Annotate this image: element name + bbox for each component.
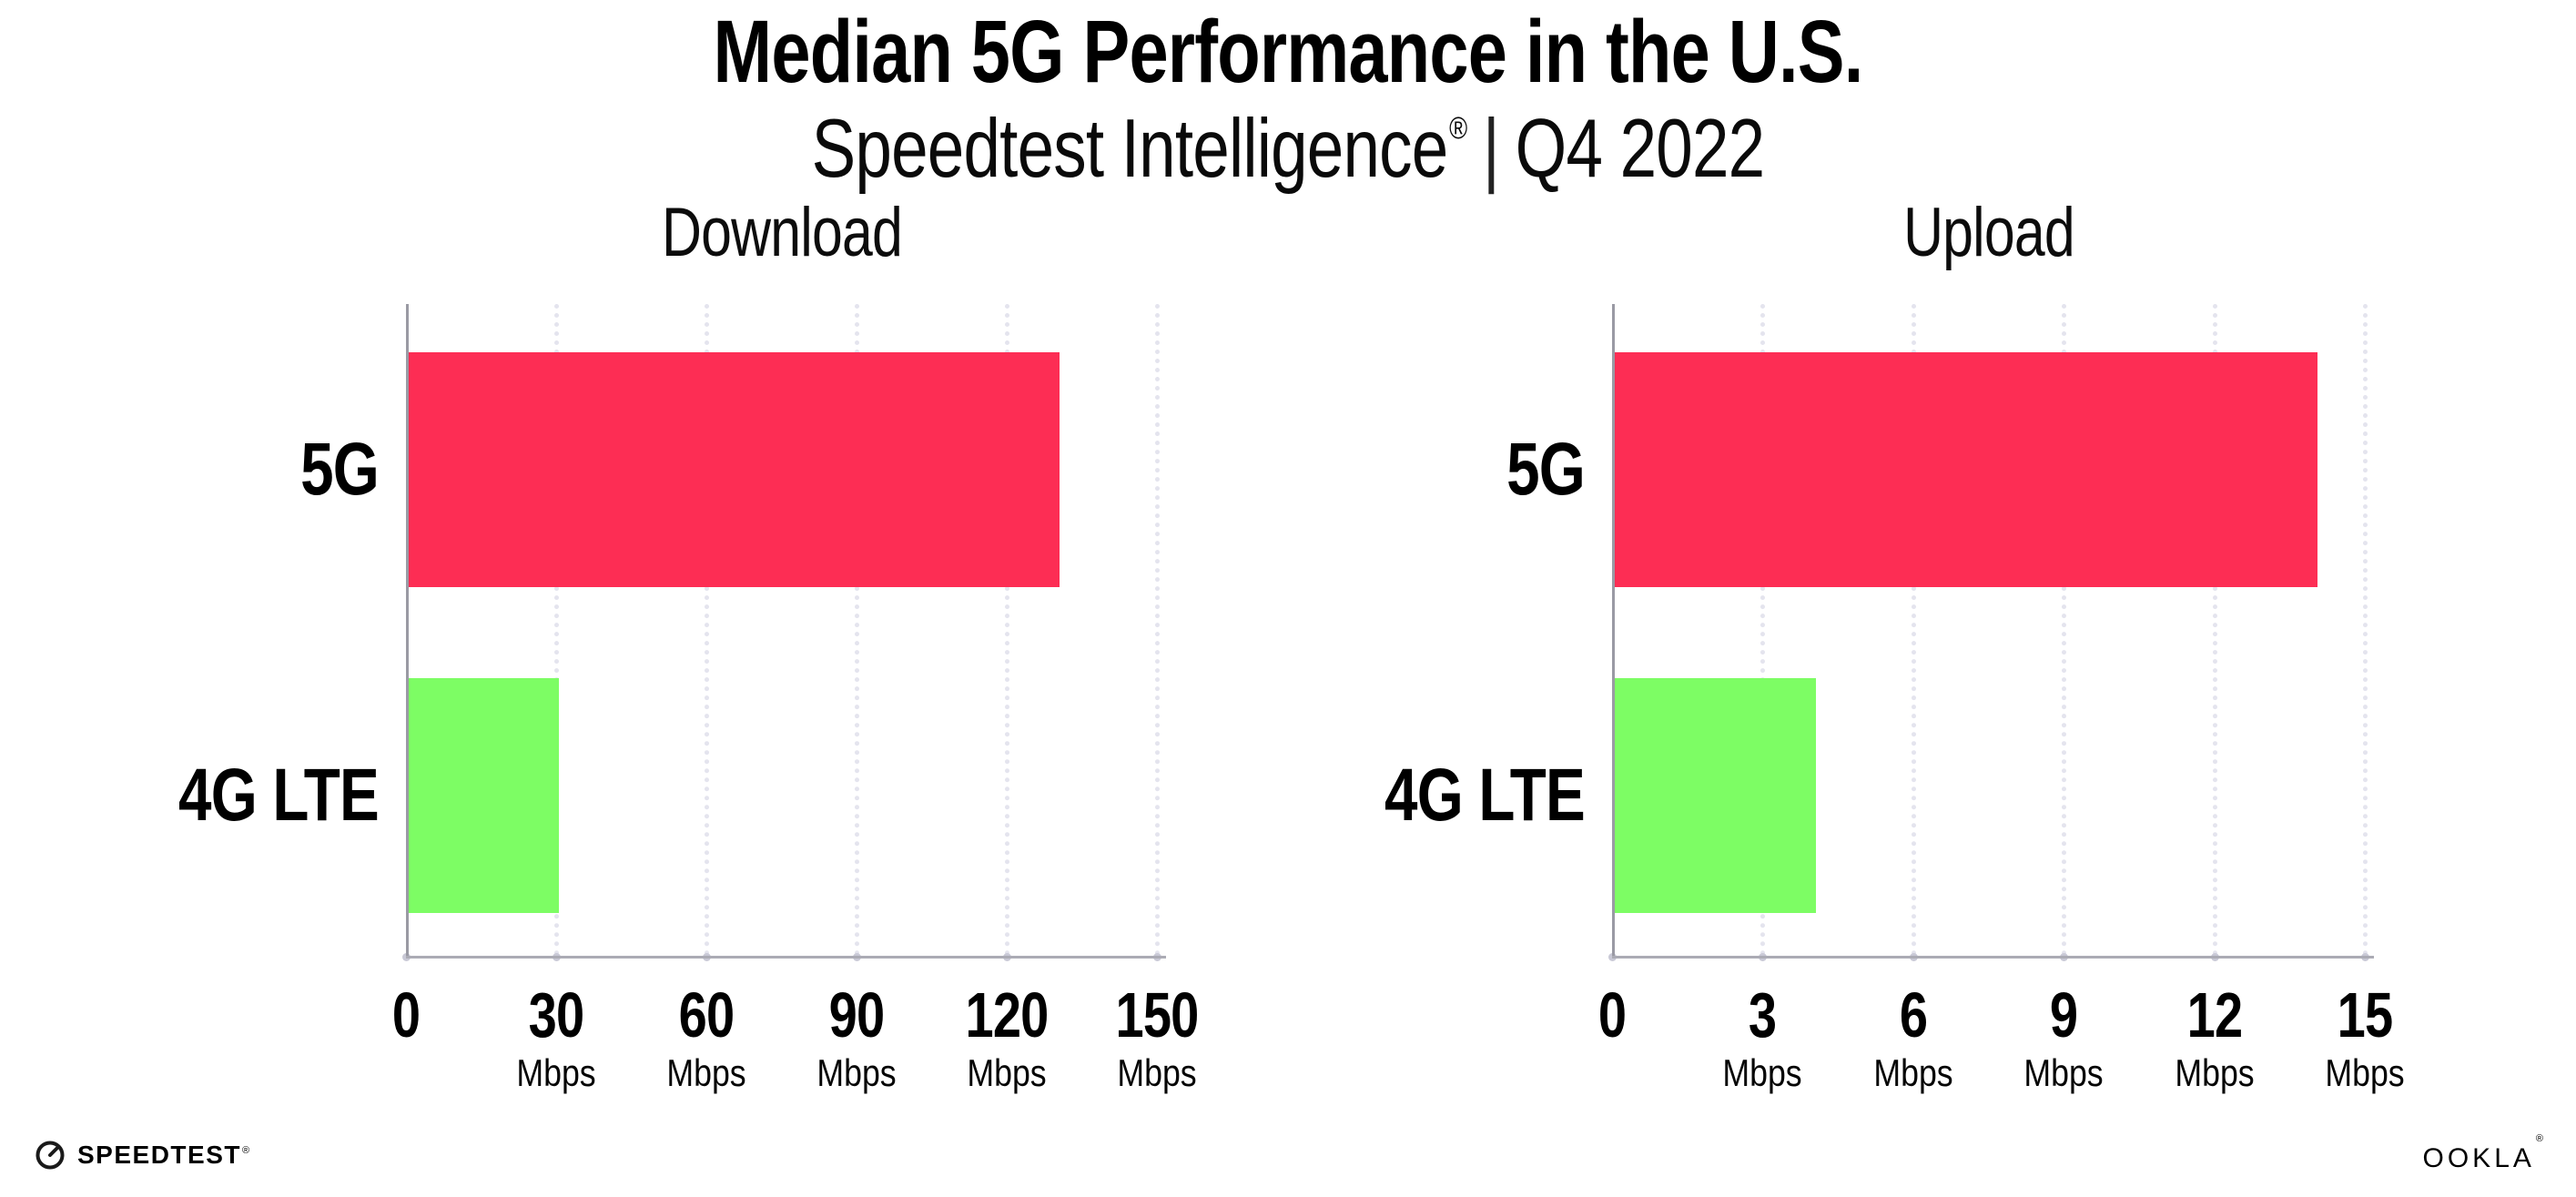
x-tick-unit-label: Mbps (2325, 1051, 2405, 1094)
subtitle-brand: Speedtest Intelligence (811, 103, 1449, 195)
x-tick-unit-label: Mbps (1117, 1051, 1197, 1094)
ookla-wordmark: OOKLA (2422, 1143, 2535, 1173)
tick-dot (1909, 953, 1918, 961)
tick-dot (2210, 953, 2219, 961)
x-tick-unit-label: Mbps (1873, 1051, 1953, 1094)
gridline (1005, 304, 1009, 956)
bar-5g (409, 352, 1060, 587)
gridline (2062, 304, 2067, 956)
bar-4g-lte (1615, 678, 1816, 913)
x-tick-unit-label: Mbps (2174, 1051, 2255, 1094)
chart-title-download: Download (661, 194, 903, 271)
bar-5g (1615, 352, 2317, 587)
x-tick-label: 0 (391, 979, 421, 1050)
x-tick-label: 30 (528, 979, 584, 1050)
page-subtitle: Speedtest Intelligence® | Q4 2022 (812, 106, 1765, 193)
tick-dot (703, 953, 711, 961)
x-tick-label: 6 (1899, 979, 1928, 1050)
y-axis-line (406, 304, 409, 956)
x-tick-label: 15 (2337, 979, 2394, 1050)
subtitle-separator: | (1482, 103, 1500, 195)
x-tick-unit-label: Mbps (1722, 1051, 1803, 1094)
x-tick-unit-label: Mbps (967, 1051, 1047, 1094)
ookla-logo: OOKLA ® (2422, 1133, 2543, 1174)
x-axis-line (1612, 956, 2374, 959)
x-tick-label: 12 (2186, 979, 2243, 1050)
x-tick-label: 60 (678, 979, 735, 1050)
category-label-4g-lte: 4G LTE (178, 754, 380, 837)
chart-title-upload: Upload (1902, 194, 2075, 271)
tick-dot (1759, 953, 1768, 961)
y-axis-line (1612, 304, 1615, 956)
gauge-icon (35, 1141, 65, 1170)
speedtest-trademark-mark: ® (241, 1145, 250, 1156)
tick-dot (853, 953, 861, 961)
x-tick-unit-label: Mbps (666, 1051, 746, 1094)
x-tick-unit-label: Mbps (2023, 1051, 2104, 1094)
speedtest-logo: SPEEDTEST® (35, 1140, 249, 1171)
x-tick-unit-label: Mbps (816, 1051, 897, 1094)
x-tick-label: 0 (1597, 979, 1627, 1050)
gridline (1155, 304, 1160, 956)
x-tick-label: 90 (828, 979, 885, 1050)
category-label-4g-lte: 4G LTE (1384, 754, 1586, 837)
gridline (1911, 304, 1916, 956)
speedtest-wordmark-text: SPEEDTEST (77, 1141, 241, 1169)
tick-dot (553, 953, 561, 961)
tick-dot (1608, 953, 1617, 961)
category-label-5g: 5G (300, 428, 380, 511)
tick-dot (2361, 953, 2369, 961)
tick-dot (1153, 953, 1161, 961)
category-label-5g: 5G (1506, 428, 1586, 511)
tick-dot (1003, 953, 1011, 961)
x-axis-line (406, 956, 1166, 959)
x-tick-label: 9 (2050, 979, 2078, 1050)
x-tick-label: 150 (1115, 979, 1199, 1050)
gridline (554, 304, 559, 956)
tick-dot (2060, 953, 2069, 961)
page-title: Median 5G Performance in the U.S. (713, 2, 1864, 101)
gridline (2212, 304, 2217, 956)
x-tick-label: 120 (965, 979, 1049, 1050)
gridline (855, 304, 859, 956)
registered-trademark-mark: ® (1449, 111, 1467, 146)
x-tick-unit-label: Mbps (516, 1051, 596, 1094)
bar-4g-lte (409, 678, 559, 913)
gridline (1760, 304, 1766, 956)
ookla-trademark-mark: ® (2535, 1133, 2543, 1144)
subtitle-period: Q4 2022 (1515, 103, 1766, 195)
speedtest-wordmark: SPEEDTEST® (77, 1141, 249, 1170)
gridline (2363, 304, 2368, 956)
gridline (705, 304, 709, 956)
tick-dot (402, 953, 411, 961)
x-tick-label: 3 (1749, 979, 1777, 1050)
